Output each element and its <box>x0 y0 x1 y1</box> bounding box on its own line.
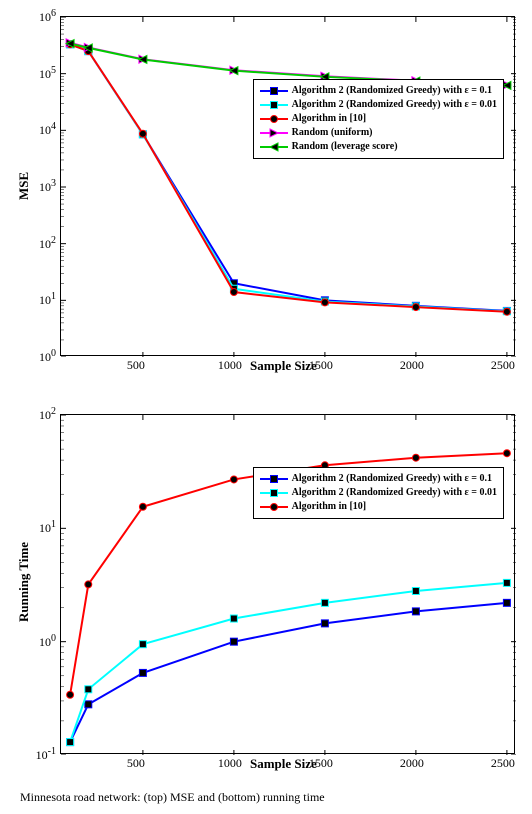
marker-alg2_eps01 <box>503 599 510 606</box>
xtick-label: 1000 <box>218 756 242 771</box>
marker-alg10 <box>412 454 419 461</box>
xtick-label: 1000 <box>218 358 242 373</box>
mse-chart: Algorithm 2 (Randomized Greedy) with ε =… <box>60 16 515 356</box>
marker-alg10 <box>321 299 328 306</box>
legend-label: Algorithm in [10] <box>292 112 366 126</box>
legend-label: Random (uniform) <box>292 126 373 140</box>
figure-caption: Minnesota road network: (top) MSE and (b… <box>20 790 325 805</box>
time-chart-svg <box>61 415 516 755</box>
ytick-label: 100 <box>39 348 56 365</box>
legend-swatch-random_leverage <box>260 141 288 153</box>
time-xlabel: Sample Size <box>250 756 317 772</box>
ytick-label: 100 <box>39 633 56 650</box>
legend-label: Algorithm 2 (Randomized Greedy) with ε =… <box>292 486 497 500</box>
marker-alg2_eps01 <box>85 701 92 708</box>
legend-swatch-alg2_eps001 <box>260 99 288 111</box>
marker-alg10 <box>503 450 510 457</box>
legend-label: Algorithm 2 (Randomized Greedy) with ε =… <box>292 472 492 486</box>
legend-row-alg10: Algorithm in [10] <box>260 500 497 514</box>
ytick-label: 102 <box>39 406 56 423</box>
marker-alg2_eps001 <box>321 599 328 606</box>
marker-alg2_eps001 <box>139 641 146 648</box>
square-icon <box>268 487 280 499</box>
ytick-label: 101 <box>39 291 56 308</box>
legend-row-alg2_eps01: Algorithm 2 (Randomized Greedy) with ε =… <box>260 472 497 486</box>
legend-row-random_leverage: Random (leverage score) <box>260 140 497 154</box>
series-alg2_eps01 <box>70 603 507 742</box>
ytick-label: 105 <box>39 65 56 82</box>
ytick-label: 106 <box>39 8 56 25</box>
legend-row-alg2_eps01: Algorithm 2 (Randomized Greedy) with ε =… <box>260 84 497 98</box>
ytick-label: 104 <box>39 121 56 138</box>
xtick-label: 2500 <box>491 358 515 373</box>
marker-alg10 <box>230 289 237 296</box>
legend-row-random_uniform: Random (uniform) <box>260 126 497 140</box>
marker-alg10 <box>503 308 510 315</box>
marker-alg2_eps001 <box>412 587 419 594</box>
xtick-label: 2000 <box>400 756 424 771</box>
legend-swatch-alg10 <box>260 113 288 125</box>
marker-alg10 <box>85 581 92 588</box>
legend-swatch-random_uniform <box>260 127 288 139</box>
marker-alg10 <box>67 691 74 698</box>
mse-chart-svg <box>61 17 516 357</box>
marker-alg10 <box>230 476 237 483</box>
legend-row-alg10: Algorithm in [10] <box>260 112 497 126</box>
xtick-label: 2000 <box>400 358 424 373</box>
time-legend: Algorithm 2 (Randomized Greedy) with ε =… <box>253 467 504 519</box>
time-chart: Algorithm 2 (Randomized Greedy) with ε =… <box>60 414 515 754</box>
ytick-label: 103 <box>39 178 56 195</box>
xtick-label: 1500 <box>309 358 333 373</box>
xtick-label: 500 <box>127 358 145 373</box>
square-icon <box>268 473 280 485</box>
triangle-right-icon <box>268 127 280 139</box>
square-icon <box>268 99 280 111</box>
marker-alg2_eps001 <box>503 579 510 586</box>
legend-label: Random (leverage score) <box>292 140 398 154</box>
legend-label: Algorithm in [10] <box>292 500 366 514</box>
series-alg2_eps001 <box>70 583 507 742</box>
legend-swatch-alg10 <box>260 501 288 513</box>
legend-swatch-alg2_eps001 <box>260 487 288 499</box>
mse-ylabel: MSE <box>16 172 32 200</box>
marker-alg2_eps01 <box>321 620 328 627</box>
legend-row-alg2_eps001: Algorithm 2 (Randomized Greedy) with ε =… <box>260 486 497 500</box>
marker-alg2_eps01 <box>139 669 146 676</box>
triangle-left-icon <box>268 141 280 153</box>
ytick-label: 101 <box>39 519 56 536</box>
marker-alg10 <box>139 130 146 137</box>
xtick-label: 500 <box>127 756 145 771</box>
marker-alg2_eps01 <box>412 608 419 615</box>
ytick-label: 102 <box>39 235 56 252</box>
legend-label: Algorithm 2 (Randomized Greedy) with ε =… <box>292 98 497 112</box>
marker-alg2_eps001 <box>230 615 237 622</box>
circle-icon <box>268 501 280 513</box>
marker-alg2_eps001 <box>67 739 74 746</box>
square-icon <box>268 85 280 97</box>
legend-swatch-alg2_eps01 <box>260 85 288 97</box>
mse-legend: Algorithm 2 (Randomized Greedy) with ε =… <box>253 79 504 159</box>
legend-swatch-alg2_eps01 <box>260 473 288 485</box>
marker-alg2_eps001 <box>85 686 92 693</box>
ytick-label: 10-1 <box>36 746 56 763</box>
time-ylabel: Running Time <box>16 542 32 622</box>
marker-alg10 <box>412 304 419 311</box>
xtick-label: 2500 <box>491 756 515 771</box>
marker-alg2_eps01 <box>230 638 237 645</box>
xtick-label: 1500 <box>309 756 333 771</box>
marker-alg10 <box>139 503 146 510</box>
legend-row-alg2_eps001: Algorithm 2 (Randomized Greedy) with ε =… <box>260 98 497 112</box>
circle-icon <box>268 113 280 125</box>
mse-xlabel: Sample Size <box>250 358 317 374</box>
legend-label: Algorithm 2 (Randomized Greedy) with ε =… <box>292 84 492 98</box>
